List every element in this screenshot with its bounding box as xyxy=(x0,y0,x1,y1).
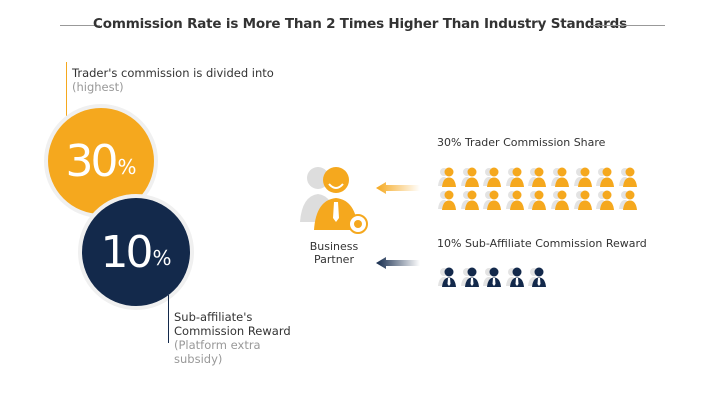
sub-affiliate-person-icon xyxy=(483,266,502,288)
sub-affiliate-person-icon xyxy=(460,266,479,288)
trader-person-icon xyxy=(460,166,479,188)
trader-icon-grid xyxy=(438,166,648,212)
sub-leader-line xyxy=(168,295,169,343)
trader-person-icon xyxy=(596,166,615,188)
trader-person-icon xyxy=(618,166,637,188)
sub-caption: Sub-affiliate's Commission Reward (Platf… xyxy=(174,310,291,366)
business-partner-label: Business Partner xyxy=(298,240,370,266)
arrow-left-navy-icon xyxy=(376,257,420,269)
sub-note-line2: subsidy) xyxy=(174,352,223,366)
trader-person-icon xyxy=(460,189,479,211)
sub-affiliate-icon-row xyxy=(438,266,558,290)
trader-group-label: 30% Trader Commission Share xyxy=(437,136,606,149)
sub-rate-value: 10 xyxy=(100,226,153,278)
sub-caption-line1: Sub-affiliate's xyxy=(174,310,253,324)
partner-label-line1: Business xyxy=(309,240,359,253)
trader-person-icon xyxy=(505,189,524,211)
sub-rate-unit: % xyxy=(152,246,172,270)
trader-person-icon xyxy=(573,189,592,211)
title-rule-right xyxy=(590,25,665,26)
trader-person-icon xyxy=(528,166,547,188)
sub-rate-circle: 10% xyxy=(82,198,190,306)
trader-person-icon xyxy=(551,166,569,188)
trader-leader-line xyxy=(66,62,67,117)
sub-affiliate-person-icon xyxy=(505,266,524,288)
arrow-left-orange-icon xyxy=(376,182,420,194)
sub-note-line1: (Platform extra xyxy=(174,338,261,352)
trader-person-icon xyxy=(483,189,502,211)
trader-person-icon xyxy=(505,166,524,188)
trader-person-icon xyxy=(596,189,615,211)
title-rule-left xyxy=(60,25,100,26)
trader-person-icon xyxy=(483,166,502,188)
page-title: Commission Rate is More Than 2 Times Hig… xyxy=(93,16,627,32)
trader-person-icon xyxy=(438,189,456,211)
trader-rate-value: 30 xyxy=(65,135,118,187)
trader-note: (highest) xyxy=(72,80,124,94)
trader-rate-circle: 30% xyxy=(48,108,154,214)
sub-caption-line2: Commission Reward xyxy=(174,324,291,338)
business-partner-icon xyxy=(300,167,368,234)
trader-person-icon xyxy=(438,166,456,188)
trader-person-icon xyxy=(573,166,592,188)
partner-label-line2: Partner xyxy=(314,253,354,266)
trader-rate-unit: % xyxy=(117,155,137,179)
sub-affiliate-person-icon xyxy=(528,266,547,288)
sub-group-label: 10% Sub-Affiliate Commission Reward xyxy=(437,237,647,250)
trader-person-icon xyxy=(618,189,637,211)
trader-caption: Trader's commission is divided into xyxy=(72,66,274,80)
trader-person-icon xyxy=(528,189,547,211)
sub-affiliate-person-icon xyxy=(438,266,456,288)
trader-person-icon xyxy=(551,189,569,211)
